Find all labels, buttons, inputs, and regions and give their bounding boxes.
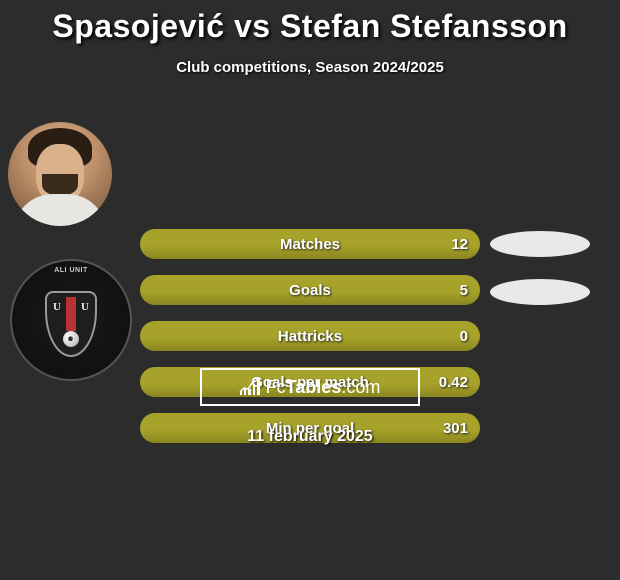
stat-value: 12 [451, 236, 468, 253]
stat-row: Goals 5 [140, 275, 480, 305]
brand-prefix: Fc [266, 377, 286, 397]
opponent-stat-pill [490, 279, 590, 305]
subtitle: Club competitions, Season 2024/2025 [0, 59, 620, 76]
stat-row: Matches 12 [140, 229, 480, 259]
shield-letter-left: U [53, 301, 61, 313]
stat-label: Goals [289, 282, 331, 299]
stat-value: 0.42 [439, 374, 468, 391]
stat-row: Hattricks 0 [140, 321, 480, 351]
soccer-ball-icon [63, 331, 79, 347]
branding-text: FcTables.com [266, 377, 381, 398]
bar-chart-icon [240, 379, 260, 395]
infographic-container: Spasojević vs Stefan Stefansson Club com… [0, 0, 620, 580]
date-text: 11 february 2025 [0, 428, 620, 446]
stat-value: 0 [460, 328, 468, 345]
club-arc-text: ALI UNIT [12, 267, 130, 274]
stat-label: Matches [280, 236, 340, 253]
club-badge: ALI UNIT U U [10, 259, 132, 381]
page-title: Spasojević vs Stefan Stefansson [0, 0, 620, 45]
player-avatar-left [8, 122, 112, 226]
club-shield: U U [45, 291, 97, 357]
branding-box: FcTables.com [200, 368, 420, 406]
brand-bold: Tables [286, 377, 342, 397]
shield-letter-right: U [81, 301, 89, 313]
brand-suffix: .com [341, 377, 380, 397]
stat-label: Hattricks [278, 328, 342, 345]
stat-value: 5 [460, 282, 468, 299]
opponent-stat-pill [490, 231, 590, 257]
